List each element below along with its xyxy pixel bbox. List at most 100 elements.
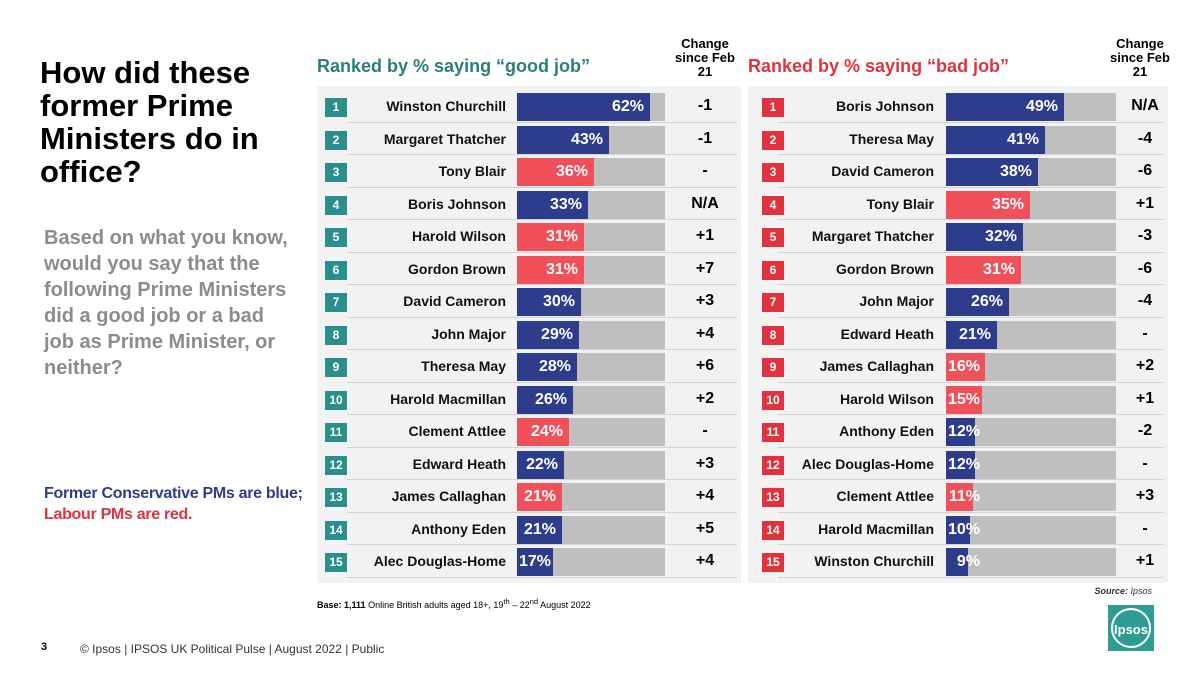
chart-row: 1 Winston Churchill 62% -1	[317, 90, 741, 123]
pm-name: Theresa May	[421, 358, 506, 374]
bar-track: 35%	[946, 190, 1116, 219]
note-labour: Labour PMs are red.	[44, 506, 193, 523]
pm-name: Clement Attlee	[836, 488, 934, 504]
bar-value-label: 16%	[947, 358, 980, 375]
pm-name: Anthony Eden	[839, 423, 934, 439]
change-value: -	[702, 422, 708, 439]
chart-row: 11 Clement Attlee 24% -	[317, 415, 741, 448]
change-value: N/A	[1131, 97, 1159, 114]
chart-row: 9 James Callaghan 16% +2	[748, 350, 1168, 383]
change-value: -1	[697, 97, 713, 114]
bar-value-label: 15%	[947, 390, 980, 408]
rank-badge: 3	[325, 163, 347, 182]
rank-badge: 13	[762, 488, 784, 507]
bad-change-header: Change since Feb 21	[1110, 36, 1170, 79]
bar	[517, 353, 577, 381]
pm-name: John Major	[859, 293, 934, 309]
bar-track: 30%	[517, 288, 665, 316]
change-value: +4	[695, 552, 715, 569]
rank-badge: 11	[325, 423, 347, 442]
page-number: 3	[41, 641, 48, 653]
row-divider	[347, 284, 737, 285]
bar	[946, 190, 1030, 219]
change-value: +4	[695, 487, 715, 504]
bar-track: 10%	[946, 515, 1116, 544]
chart-row: 3 Tony Blair 36% -	[317, 155, 741, 188]
row-divider	[778, 349, 1164, 350]
bar	[946, 385, 982, 414]
pm-name: John Major	[431, 325, 506, 342]
rank-badge: 14	[762, 520, 784, 540]
bar-track: 36%	[517, 158, 665, 186]
chart-row: 15 Alec Douglas-Home 17% +4	[317, 545, 741, 578]
bar-value-label: 31%	[545, 228, 578, 245]
chart-row: 3 David Cameron 38% -6	[748, 155, 1168, 188]
good-job-chart: 1 Winston Churchill 62% -1 2 Margaret Thatche…	[317, 90, 741, 580]
pm-name: Harold Macmillan	[818, 520, 934, 537]
chart-row: 10 Harold Macmillan 26% +2	[317, 383, 741, 415]
bar-value-label: 33%	[549, 195, 582, 213]
rank-badge: 15	[325, 553, 347, 572]
rank-badge: 10	[325, 390, 347, 410]
bar-value-label: 62%	[611, 98, 644, 115]
change-value: +3	[695, 454, 715, 472]
row-divider	[778, 251, 1164, 253]
bad-job-chart: 1 Boris Johnson 49% N/A 2 Theresa May 41% -4 3 Da…	[748, 90, 1168, 580]
bar-value-label: 17%	[518, 553, 551, 570]
bar-track: 9%	[946, 548, 1116, 576]
bar	[946, 255, 1021, 284]
bar-value-label: 35%	[991, 195, 1024, 213]
pm-name: Tony Blair	[866, 195, 934, 212]
bar-track: 24%	[517, 418, 665, 446]
chart-row: 5 Harold Wilson 31% +1	[317, 220, 741, 253]
rank-badge: 7	[762, 293, 784, 312]
change-value: -1	[697, 129, 713, 147]
rank-badge: 6	[325, 260, 347, 280]
row-divider	[347, 446, 737, 448]
rank-badge: 10	[762, 390, 784, 410]
bar-track: 38%	[946, 158, 1116, 186]
chart-row: 7 David Cameron 30% +3	[317, 285, 741, 318]
row-divider	[347, 414, 737, 415]
rank-badge: 2	[325, 130, 347, 150]
pm-name: Tony Blair	[438, 163, 506, 179]
change-value: +4	[695, 324, 715, 342]
change-value: -4	[1137, 292, 1153, 309]
rank-badge: 5	[325, 228, 347, 247]
survey-question: Based on what you know, would you say th…	[44, 227, 288, 379]
row-divider	[778, 121, 1164, 123]
change-value: +2	[695, 389, 715, 407]
bar-track: 15%	[946, 385, 1116, 414]
pm-name: Margaret Thatcher	[383, 130, 506, 147]
pm-name: Boris Johnson	[407, 195, 506, 212]
bar-track: 26%	[946, 288, 1116, 316]
row-divider	[778, 284, 1164, 285]
pm-name: Boris Johnson	[835, 98, 934, 114]
pm-name: Harold Wilson	[840, 390, 934, 407]
chart-row: 11 Anthony Eden 12% -2	[748, 415, 1168, 448]
change-value: -	[702, 162, 708, 179]
change-value: -4	[1137, 129, 1153, 147]
bar	[517, 288, 581, 316]
row-divider	[778, 219, 1164, 220]
rank-badge: 11	[762, 423, 784, 442]
chart-row: 8 Edward Heath 21% -	[748, 318, 1168, 350]
note-conservative: Former Conservative PMs are blue;	[44, 485, 303, 502]
row-divider	[347, 576, 737, 578]
row-divider	[778, 381, 1164, 383]
rank-badge: 8	[762, 325, 784, 345]
bar-value-label: 22%	[525, 455, 558, 473]
chart-row: 14 Anthony Eden 21% +5	[317, 513, 741, 545]
bar-track: 21%	[517, 483, 665, 511]
row-divider	[347, 511, 737, 513]
chart-row: 4 Tony Blair 35% +1	[748, 188, 1168, 220]
chart-row: 12 Alec Douglas-Home 12% -	[748, 448, 1168, 480]
pm-name: Anthony Eden	[411, 520, 506, 537]
bar	[946, 288, 1009, 316]
row-divider	[347, 349, 737, 350]
bar-track: 43%	[517, 125, 665, 154]
bar-track: 31%	[946, 255, 1116, 284]
chart-row: 9 Theresa May 28% +6	[317, 350, 741, 383]
chart-row: 1 Boris Johnson 49% N/A	[748, 90, 1168, 123]
change-value: N/A	[691, 194, 719, 212]
